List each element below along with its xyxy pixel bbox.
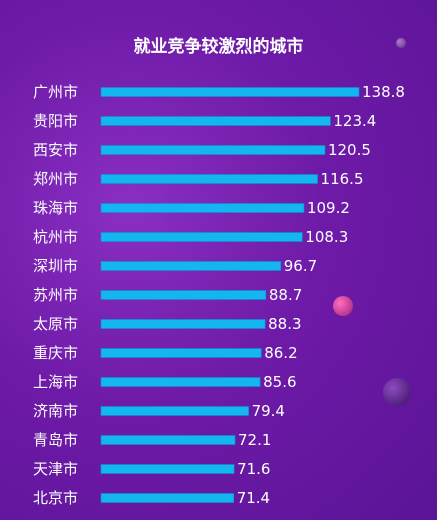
value-label: 96.7: [284, 257, 317, 275]
decorative-orb-top: [396, 38, 406, 48]
category-label: 广州市: [33, 83, 78, 101]
category-label: 西安市: [33, 141, 78, 159]
bar: [100, 406, 249, 416]
value-label: 88.7: [269, 286, 302, 304]
bar: [100, 290, 267, 300]
bar: [100, 377, 261, 387]
category-label: 太原市: [33, 315, 78, 333]
bar: [100, 87, 360, 97]
value-label: 88.3: [268, 315, 301, 333]
category-label: 重庆市: [33, 344, 78, 362]
value-label: 116.5: [321, 170, 364, 188]
category-label: 贵阳市: [33, 112, 78, 130]
decorative-orb-dark: [383, 378, 411, 406]
bar: [100, 464, 235, 474]
value-label: 85.6: [263, 373, 296, 391]
value-label: 79.4: [252, 402, 285, 420]
bar: [100, 232, 303, 242]
category-label: 珠海市: [33, 199, 78, 217]
value-label: 72.1: [238, 431, 271, 449]
category-label: 郑州市: [33, 170, 78, 188]
bar: [100, 319, 266, 329]
bar: [100, 435, 236, 445]
chart-title: 就业竞争较激烈的城市: [133, 37, 304, 57]
value-label: 86.2: [264, 344, 297, 362]
category-label: 杭州市: [33, 228, 78, 246]
category-label: 深圳市: [33, 257, 78, 275]
value-label: 108.3: [305, 228, 348, 246]
value-label: 138.8: [362, 83, 405, 101]
category-label: 天津市: [33, 460, 78, 478]
value-label: 120.5: [328, 141, 371, 159]
bar: [100, 348, 262, 358]
category-label: 上海市: [33, 373, 78, 391]
value-label: 109.2: [307, 199, 350, 217]
bar: [100, 203, 305, 213]
bar: [100, 261, 282, 271]
value-label: 71.6: [237, 460, 270, 478]
decorative-orb-magenta: [333, 296, 353, 316]
bar: [100, 493, 235, 503]
category-label: 苏州市: [33, 286, 78, 304]
bar: [100, 174, 318, 184]
bar: [100, 145, 326, 155]
bar: [100, 116, 331, 126]
value-label: 71.4: [237, 489, 270, 507]
value-label: 123.4: [333, 112, 376, 130]
category-label: 青岛市: [33, 431, 78, 449]
category-label: 北京市: [33, 489, 78, 507]
category-label: 济南市: [33, 402, 78, 420]
